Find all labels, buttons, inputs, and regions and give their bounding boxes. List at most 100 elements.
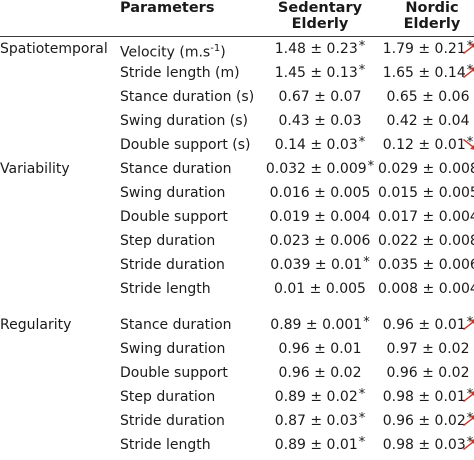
sedentary-value-cell: 0.89 ± 0.001* xyxy=(262,315,378,335)
nordic-value-cell: 0.015 ± 0.005 xyxy=(378,184,474,202)
nordic-value-cell-value: 0.98 ± 0.01 xyxy=(382,388,466,405)
significance-star: * xyxy=(466,386,474,402)
nordic-value-cell-value: 1.79 ± 0.21 xyxy=(382,41,466,57)
nordic-value-cell-value: 0.98 ± 0.03 xyxy=(382,436,466,453)
parameter-name: Stance duration xyxy=(120,316,232,334)
sedentary-value-cell: 1.45 ± 0.13* xyxy=(262,62,378,83)
sedentary-value-cell-value: 0.89 ± 0.01 xyxy=(274,436,358,453)
sedentary-value-cell: 0.96 ± 0.01 xyxy=(262,340,378,358)
increase-arrow-icon xyxy=(463,438,474,450)
significance-star: * xyxy=(358,386,366,402)
sedentary-value-cell-value: 0.023 ± 0.006 xyxy=(269,232,371,249)
significance-star: * xyxy=(358,434,366,450)
sedentary-value-cell-value: 1.48 ± 0.23 xyxy=(274,41,358,57)
significance-star: * xyxy=(466,315,474,330)
sedentary-value-cell-value: 0.01 ± 0.005 xyxy=(274,280,366,297)
nordic-value-cell: 0.96 ± 0.02 xyxy=(378,364,474,382)
parameter-text: Stance duration xyxy=(120,317,232,333)
parameter-text: Swing duration xyxy=(120,340,226,357)
parameter-name: Stride duration xyxy=(120,412,225,430)
group-label: Spatiotemporal xyxy=(0,41,108,57)
header-sedentary-line1: Sedentary xyxy=(277,0,363,16)
significance-star: * xyxy=(466,434,474,450)
sedentary-value-cell: 0.96 ± 0.02 xyxy=(262,364,378,382)
nordic-value-cell-value: 0.96 ± 0.02 xyxy=(382,412,466,429)
significance-star: * xyxy=(358,39,366,54)
parameter-name: Swing duration xyxy=(120,340,225,358)
sedentary-value-cell: 0.019 ± 0.004 xyxy=(262,208,378,226)
nordic-value-cell-value: 0.65 ± 0.06 xyxy=(386,88,470,105)
header-parameters: Parameters xyxy=(120,0,215,16)
sedentary-value-cell: 1.48 ± 0.23* xyxy=(262,39,378,59)
header-nordic-line1: Nordic xyxy=(405,0,459,16)
sedentary-value-cell: 0.43 ± 0.03 xyxy=(262,112,378,130)
significance-star: * xyxy=(358,410,366,426)
header-sedentary-elderly: Sedentary Elderly xyxy=(262,0,378,32)
significance-star: * xyxy=(367,159,375,174)
nordic-value-cell-value: 1.65 ± 0.14 xyxy=(382,64,466,81)
nordic-value-cell-value: 0.008 ± 0.004 xyxy=(378,280,474,297)
parameter-name: Stride length xyxy=(120,280,211,298)
sedentary-value-cell-value: 0.14 ± 0.03 xyxy=(274,136,358,153)
nordic-value-cell: 0.12 ± 0.01* xyxy=(378,134,474,155)
nordic-value-cell: 0.96 ± 0.02* xyxy=(378,410,474,431)
parameter-text: Double support xyxy=(120,364,228,381)
parameter-name: Double support xyxy=(120,208,228,226)
nordic-value-cell-value: 0.029 ± 0.008 xyxy=(378,161,474,177)
parameter-name: Double support (s) xyxy=(120,136,250,154)
sedentary-value-cell: 0.67 ± 0.07 xyxy=(262,88,378,106)
parameter-text: Swing duration xyxy=(120,184,226,201)
sedentary-value-cell: 0.89 ± 0.02* xyxy=(262,386,378,407)
sedentary-value-cell-value: 0.96 ± 0.01 xyxy=(278,340,362,357)
significance-star: * xyxy=(466,134,474,150)
sedentary-value-cell-value: 0.89 ± 0.02 xyxy=(274,388,358,405)
increase-arrow-icon xyxy=(463,391,474,402)
nordic-value-cell: 1.79 ± 0.21* xyxy=(378,39,474,59)
header-nordic-line2: Elderly xyxy=(403,16,461,32)
significance-star: * xyxy=(466,39,474,54)
nordic-value-cell: 0.96 ± 0.01* xyxy=(378,315,474,335)
nordic-value-cell-value: 0.12 ± 0.01 xyxy=(382,136,466,153)
header-nordic-elderly: Nordic Elderly xyxy=(384,0,474,32)
sedentary-value-cell-value: 0.43 ± 0.03 xyxy=(278,112,362,129)
sedentary-value-cell-value: 0.019 ± 0.004 xyxy=(269,208,371,225)
sedentary-value-cell: 0.01 ± 0.005 xyxy=(262,280,378,298)
parameter-name: Stride length (m) xyxy=(120,64,240,82)
nordic-value-cell-value: 0.022 ± 0.008 xyxy=(378,232,474,249)
nordic-value-cell: 1.65 ± 0.14* xyxy=(378,62,474,83)
decrease-arrow-icon xyxy=(463,138,474,150)
parameter-text: Step duration xyxy=(120,388,216,405)
parameter-tail: ) xyxy=(220,44,226,61)
nordic-value-cell: 0.42 ± 0.04 xyxy=(378,112,474,130)
sedentary-value-cell-value: 0.032 ± 0.009 xyxy=(265,161,367,177)
parameter-name: Step duration xyxy=(120,388,215,406)
parameter-text: Double support (s) xyxy=(120,136,251,153)
nordic-value-cell: 0.017 ± 0.004 xyxy=(378,208,474,226)
sedentary-value-cell-value: 1.45 ± 0.13 xyxy=(274,64,358,81)
parameter-text: Stride length xyxy=(120,280,211,297)
parameter-superscript: -1 xyxy=(210,43,221,54)
significance-star: * xyxy=(358,62,366,78)
sedentary-value-cell-value: 0.96 ± 0.02 xyxy=(278,364,362,381)
sedentary-value-cell: 0.89 ± 0.01* xyxy=(262,434,378,455)
parameter-text: Stance duration xyxy=(120,161,232,177)
parameter-name: Swing duration xyxy=(120,184,225,202)
significance-star: * xyxy=(466,410,474,426)
parameter-name: Step duration xyxy=(120,232,215,250)
parameter-name: Stance duration (s) xyxy=(120,88,254,106)
nordic-value-cell-value: 0.97 ± 0.02 xyxy=(386,340,470,357)
sedentary-value-cell: 0.016 ± 0.005 xyxy=(262,184,378,202)
sedentary-value-cell-value: 0.67 ± 0.07 xyxy=(278,88,362,105)
significance-star: * xyxy=(358,134,366,150)
sedentary-value-cell-value: 0.89 ± 0.001 xyxy=(270,317,363,333)
significance-star: * xyxy=(363,254,370,270)
group-label: Regularity xyxy=(0,317,72,333)
nordic-value-cell-value: 0.035 ± 0.006 xyxy=(378,256,474,273)
header-sedentary-line2: Elderly xyxy=(291,16,349,32)
significance-star: * xyxy=(466,62,474,78)
nordic-value-cell: 0.035 ± 0.006* xyxy=(378,256,474,275)
sedentary-value-cell: 0.023 ± 0.006 xyxy=(262,232,378,250)
header-rule xyxy=(0,36,474,37)
nordic-value-cell: 0.008 ± 0.004 xyxy=(378,280,474,298)
